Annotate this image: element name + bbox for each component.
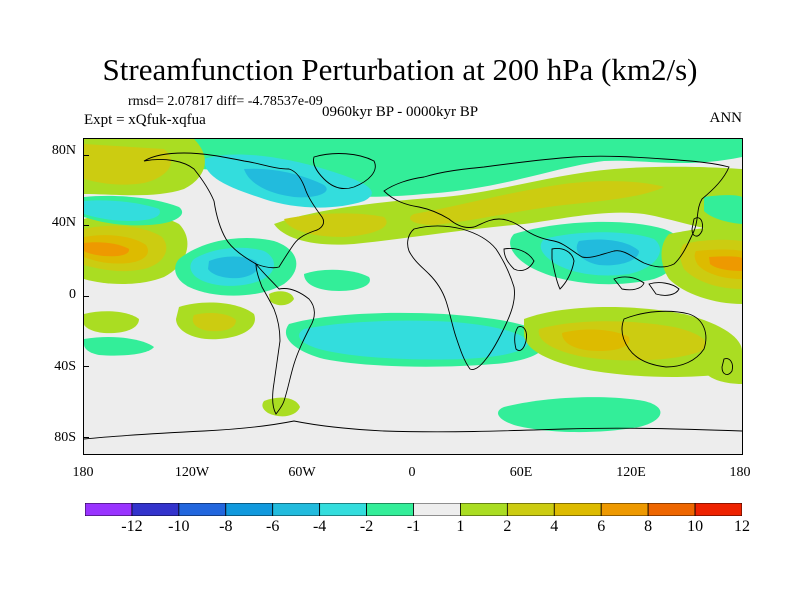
contour-pos2-atlantic bbox=[284, 213, 387, 237]
coast-eurasia bbox=[383, 155, 730, 268]
colorbar-swatch bbox=[460, 503, 508, 516]
map-panel bbox=[83, 138, 743, 455]
contour-pos1-west-rim bbox=[704, 362, 742, 384]
coast-antarctica bbox=[84, 420, 742, 440]
colorbar-label: 6 bbox=[597, 518, 606, 535]
contour-neg1-arctic bbox=[84, 139, 742, 197]
colorbar-swatch bbox=[413, 503, 461, 516]
colorbar-label: 1 bbox=[456, 518, 465, 535]
coast-north-america bbox=[143, 152, 325, 269]
x-tick-label: 60E bbox=[509, 465, 533, 480]
colorbar-label: 2 bbox=[503, 518, 512, 535]
x-tick-label: 120E bbox=[616, 465, 646, 480]
contour-pos4-epacific bbox=[84, 242, 130, 257]
x-tick-label: 60W bbox=[288, 465, 316, 480]
colorbar-label: -6 bbox=[266, 518, 280, 535]
colorbar bbox=[85, 503, 742, 516]
colorbar-swatch bbox=[366, 503, 414, 516]
colorbar-swatch bbox=[178, 503, 227, 516]
contour-neg1-npacific-west bbox=[704, 195, 742, 224]
y-tickmark bbox=[83, 225, 89, 226]
contour-fill bbox=[84, 139, 742, 433]
stats-label: rmsd= 2.07817 diff= -4.78537e-09 bbox=[128, 94, 323, 109]
x-tick-label: 180 bbox=[729, 465, 751, 480]
colorbar-label: -12 bbox=[121, 518, 143, 535]
x-tick-label: 0 bbox=[408, 465, 416, 480]
coast-madagascar bbox=[514, 326, 527, 352]
streamfunction-field bbox=[84, 139, 742, 440]
contour-pos3-sindian bbox=[562, 329, 630, 351]
y-tick-label: 80S bbox=[54, 430, 76, 445]
colorbar-swatch bbox=[272, 503, 321, 516]
y-tickmark bbox=[83, 296, 89, 297]
y-tickmark bbox=[83, 155, 89, 156]
contour-pos1-spacific-b bbox=[84, 311, 139, 334]
coast-japan bbox=[691, 217, 703, 237]
contour-pos2-eurasia bbox=[410, 181, 664, 225]
coast-new-zealand bbox=[721, 358, 733, 375]
coast-australia bbox=[621, 310, 707, 368]
contour-pos1-satlantic-small bbox=[269, 291, 294, 306]
colorbar-swatch bbox=[600, 503, 649, 516]
contour-pos4-wpacific bbox=[709, 256, 742, 271]
plot-title: Streamfunction Perturbation at 200 hPa (… bbox=[102, 52, 698, 87]
coast-south-america bbox=[255, 262, 315, 415]
coast-arabia-india bbox=[503, 248, 575, 290]
coast-greenland bbox=[313, 153, 376, 190]
colorbar-label: 12 bbox=[734, 518, 750, 535]
colorbar-swatch bbox=[131, 503, 180, 516]
y-tick-label: 40S bbox=[54, 359, 76, 374]
contour-neg3-caribbean bbox=[208, 256, 259, 279]
colorbar-swatch bbox=[225, 503, 274, 516]
colorbar-label: -8 bbox=[219, 518, 233, 535]
contour-pos2-spacific-a bbox=[192, 312, 236, 332]
colorbar-label: -2 bbox=[359, 518, 374, 535]
contour-neg1-spacific bbox=[84, 336, 154, 356]
colorbar-swatch bbox=[506, 503, 555, 516]
experiment-label: Expt = xQfuk-xqfua bbox=[84, 112, 206, 128]
period-label: 0960kyr BP - 0000kyr BP bbox=[322, 104, 479, 120]
y-tickmark bbox=[83, 437, 89, 438]
colorbar-label: 8 bbox=[644, 518, 653, 535]
y-tickmark bbox=[83, 366, 89, 367]
colorbar-label: -4 bbox=[312, 518, 327, 535]
colorbar-swatch bbox=[694, 503, 742, 516]
coastlines bbox=[84, 152, 742, 440]
y-tick-label: 40N bbox=[51, 215, 76, 230]
colorbar-swatch bbox=[319, 503, 367, 516]
contour-neg1-antarctic bbox=[498, 397, 661, 433]
contour-neg1-tatlantic bbox=[304, 269, 370, 291]
colorbar-swatch bbox=[647, 503, 696, 516]
contour-pos2-npacific bbox=[84, 144, 172, 185]
season-label: ANN bbox=[709, 110, 743, 126]
colorbar-label: 4 bbox=[550, 518, 559, 535]
x-tick-label: 180 bbox=[72, 465, 94, 480]
coast-se-asia bbox=[613, 276, 680, 296]
y-tick-label: 0 bbox=[69, 287, 76, 302]
colorbar-label: -10 bbox=[168, 518, 190, 535]
y-tick-label: 80N bbox=[51, 143, 76, 158]
colorbar-swatch bbox=[553, 503, 602, 516]
contour-neg2-southern bbox=[299, 320, 529, 360]
contour-neg2-npacific-east bbox=[84, 200, 160, 221]
colorbar-label: 10 bbox=[687, 518, 704, 535]
coast-africa bbox=[407, 225, 515, 370]
colorbar-swatch bbox=[85, 503, 133, 516]
x-tick-label: 120W bbox=[174, 465, 210, 480]
colorbar-label: -1 bbox=[406, 518, 421, 535]
